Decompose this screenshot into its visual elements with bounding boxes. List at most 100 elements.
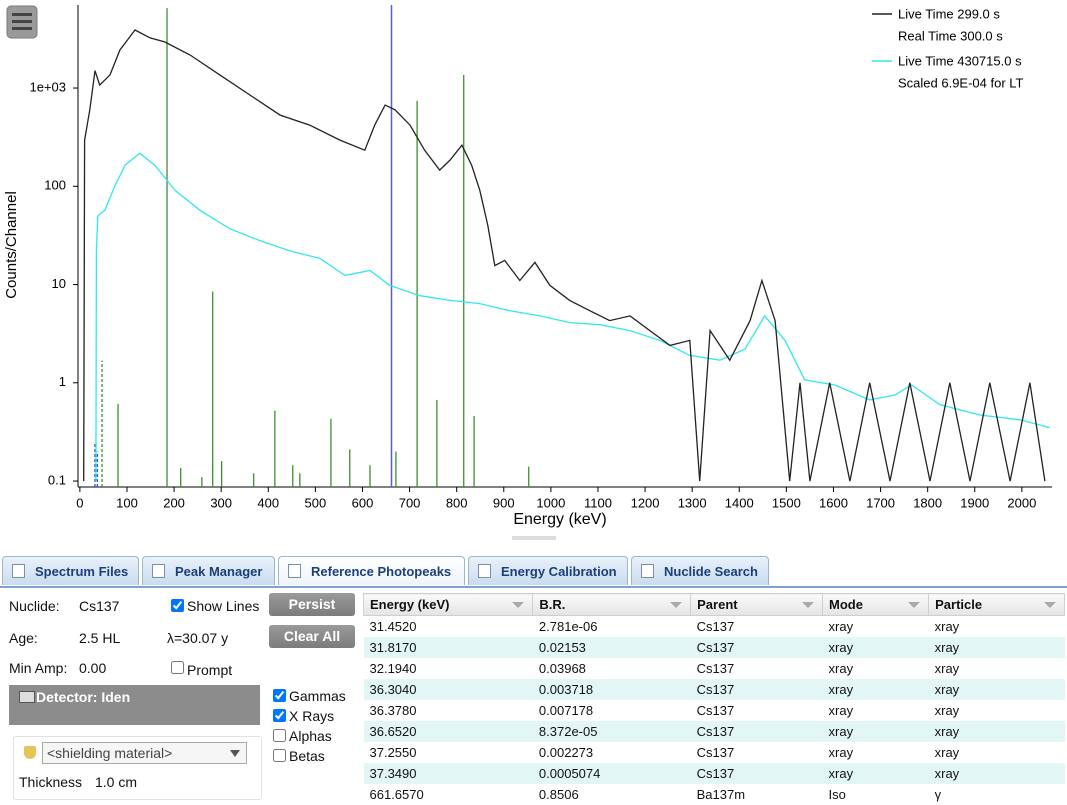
y-axis-title: Counts/Channel xyxy=(3,191,20,299)
table-cell: Cs137 xyxy=(690,721,823,742)
x-tick-label: 1600 xyxy=(819,495,848,510)
persist-button[interactable]: Persist xyxy=(269,593,355,616)
table-cell: 31.8170 xyxy=(363,637,533,658)
y-tick-label: 1 xyxy=(59,374,66,389)
table-row[interactable]: 661.6570 0.8506 Ba137m Iso γ xyxy=(364,784,1065,805)
table-cell: 0.002273 xyxy=(538,745,594,760)
table-cell: xray xyxy=(928,763,1065,784)
x-tick-label: 1400 xyxy=(725,495,754,510)
menu-button[interactable] xyxy=(6,5,38,39)
particle-label: Alphas xyxy=(289,728,332,744)
tab-icon xyxy=(641,564,654,578)
column-title: Parent xyxy=(697,597,738,612)
splitter[interactable] xyxy=(512,536,556,540)
thickness-input[interactable]: 1.0 cm xyxy=(95,774,138,790)
sort-icon xyxy=(670,602,683,608)
tab-icon xyxy=(12,564,25,578)
table-cell: xray xyxy=(822,637,929,658)
select-arrow xyxy=(230,750,240,757)
x-tick-label: 700 xyxy=(399,495,421,510)
tab-icon xyxy=(152,564,165,578)
table-cell: xray xyxy=(934,661,960,676)
column-title: Energy (keV) xyxy=(370,597,450,612)
table-cell: 661.6570 xyxy=(369,787,424,802)
column-header[interactable]: Mode xyxy=(822,593,930,616)
tab[interactable]: Nuclide Search xyxy=(631,556,769,585)
column-header[interactable]: B.R. xyxy=(532,593,692,616)
photopeak-table: Energy (keV) B.R. Parent Mode Particle 31.452… xyxy=(362,593,1065,805)
table-cell: xray xyxy=(934,619,960,634)
table-cell: 36.6520 xyxy=(363,721,533,742)
x-tick-label: 100 xyxy=(116,495,138,510)
table-cell: xray xyxy=(822,721,929,742)
table-cell: 0.003718 xyxy=(532,679,691,700)
table-cell: 0.8506 xyxy=(538,787,579,802)
table-row[interactable]: 31.4520 2.781e-06 Cs137 xray xray xyxy=(364,616,1065,638)
particle-checkbox[interactable] xyxy=(273,709,286,722)
tab-label: Nuclide Search xyxy=(664,564,758,579)
min-amp-input[interactable]: 0.00 xyxy=(79,660,107,676)
nuclide-input[interactable]: Cs137 xyxy=(79,598,120,614)
tab[interactable]: Peak Manager xyxy=(142,556,275,585)
min-amp-label: Min Amp: xyxy=(9,660,68,676)
tab-label: Energy Calibration xyxy=(501,564,617,579)
table-cell: 37.3490 xyxy=(363,763,533,784)
legend-detail: Real Time 300.0 s xyxy=(898,28,1003,43)
column-header[interactable]: Particle xyxy=(928,593,1065,616)
particle-label: Gammas xyxy=(289,688,346,704)
table-cell: xray xyxy=(928,721,1065,742)
table-row[interactable]: 36.6520 8.372e-05 Cs137 xray xray xyxy=(363,721,1065,742)
x-tick-label: 1900 xyxy=(960,495,989,510)
table-cell: 0.02153 xyxy=(532,637,691,658)
table-cell: xray xyxy=(828,661,854,676)
tab-underline xyxy=(0,586,1067,588)
particle-label: Betas xyxy=(289,748,325,764)
sort-icon xyxy=(1044,602,1056,608)
table-row[interactable]: 37.2550 0.002273 Cs137 xray xray xyxy=(364,742,1065,763)
table-cell: Iso xyxy=(828,787,846,802)
table-cell: 36.3780 xyxy=(369,703,417,718)
legend-detail: Scaled 6.9E-04 for LT xyxy=(898,75,1024,90)
y-tick-label: 100 xyxy=(44,178,66,193)
particle-checkbox[interactable] xyxy=(273,749,286,762)
column-header[interactable]: Energy (keV) xyxy=(362,593,534,616)
x-tick-label: 1100 xyxy=(584,495,612,510)
table-cell: Cs137 xyxy=(696,661,735,676)
table-cell: Cs137 xyxy=(690,637,823,658)
tab-icon xyxy=(478,564,491,578)
x-tick-label: 0 xyxy=(76,495,83,510)
x-tick-label: 200 xyxy=(163,495,185,510)
age-label: Age: xyxy=(9,630,38,646)
nuclide-label: Nuclide: xyxy=(9,598,60,614)
column-header[interactable]: Parent xyxy=(690,593,824,616)
table-cell: xray xyxy=(822,679,929,700)
table-row[interactable]: 36.3040 0.003718 Cs137 xray xray xyxy=(363,679,1065,700)
age-input[interactable]: 2.5 HL xyxy=(79,630,121,646)
spectrum-line xyxy=(83,29,1046,482)
table-row[interactable]: 32.1940 0.03968 Cs137 xray xray xyxy=(364,658,1065,679)
clear-all-button[interactable]: Clear All xyxy=(269,625,355,648)
table-row[interactable]: 36.3780 0.007178 Cs137 xray xray xyxy=(364,700,1065,721)
particle-checkbox[interactable] xyxy=(273,689,286,702)
particle-checkbox[interactable] xyxy=(273,729,286,742)
tab[interactable]: Spectrum Files xyxy=(2,556,139,585)
column-title: Mode xyxy=(829,597,863,612)
table-row[interactable]: 31.8170 0.02153 Cs137 xray xray xyxy=(363,637,1065,658)
x-tick-label: 400 xyxy=(257,495,279,510)
table-row[interactable]: 37.3490 0.0005074 Cs137 xray xray xyxy=(363,763,1065,784)
x-tick-label: 500 xyxy=(305,495,327,510)
tab[interactable]: Energy Calibration xyxy=(468,556,628,585)
show-lines-checkbox[interactable] xyxy=(171,599,184,612)
detector-box[interactable]: Detector: Iden xyxy=(9,685,260,725)
sort-icon xyxy=(908,602,921,608)
shielding-select[interactable]: <shielding material> xyxy=(42,742,247,764)
prompt-label: Prompt xyxy=(187,662,233,678)
prompt-checkbox[interactable] xyxy=(171,661,184,674)
shield-icon xyxy=(24,746,36,759)
table-cell: 36.3040 xyxy=(363,679,533,700)
table-cell: xray xyxy=(928,637,1065,658)
x-axis-title: Energy (keV) xyxy=(513,511,606,528)
tab[interactable]: Reference Photopeaks xyxy=(278,556,465,585)
sort-icon xyxy=(802,602,815,608)
